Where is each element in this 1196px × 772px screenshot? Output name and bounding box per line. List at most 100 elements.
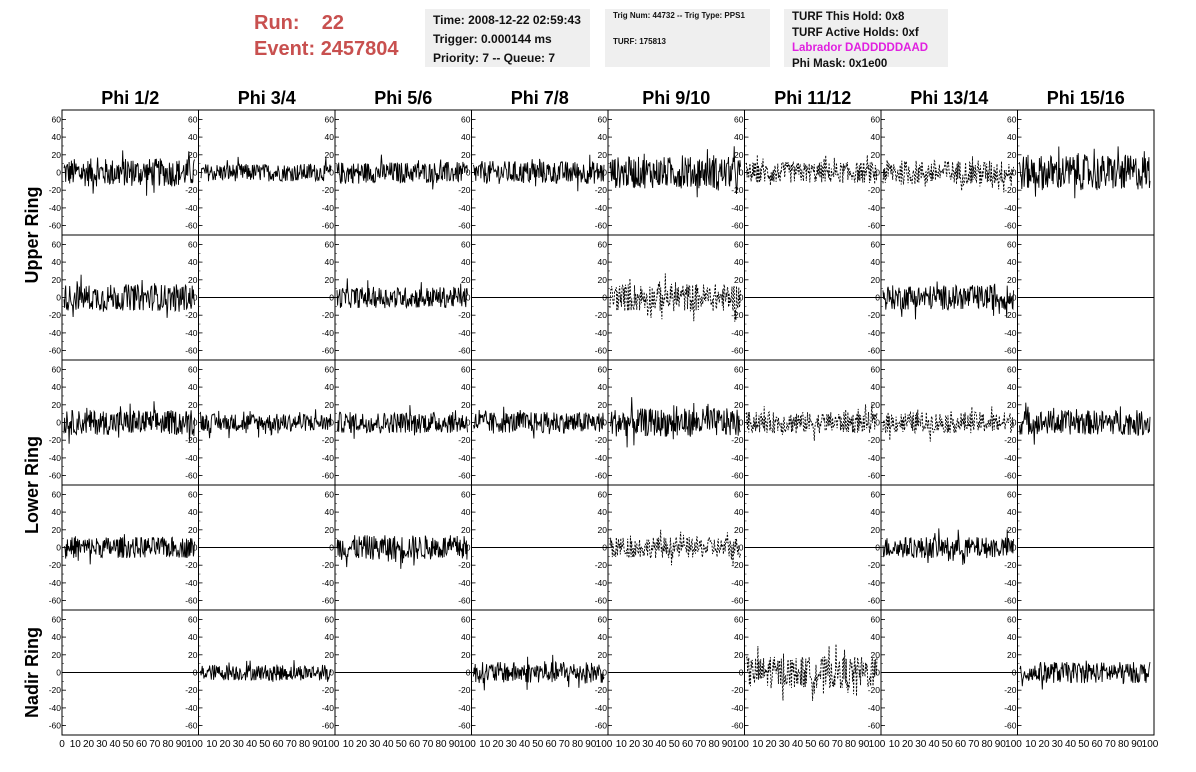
y-tick-label: -20 (868, 685, 881, 695)
y-tick-label: 20 (52, 650, 62, 660)
y-tick-label: 60 (1007, 364, 1017, 374)
column-title: Phi 15/16 (1047, 88, 1125, 108)
waveform-trace (63, 274, 195, 318)
x-tick-label: 50 (259, 739, 271, 750)
x-tick-label: 10 (206, 739, 218, 750)
y-tick-label: 60 (734, 364, 744, 374)
column-title: Phi 9/10 (642, 88, 710, 108)
y-tick-label: 60 (734, 489, 744, 499)
y-tick-label: -20 (595, 185, 608, 195)
waveform-trace (746, 404, 878, 441)
y-tick-label: 60 (188, 489, 198, 499)
x-tick-label: 100 (869, 739, 886, 750)
x-tick-label: 10 (889, 739, 901, 750)
waveform-panel: 60 40 20 0 -20 -40 -60 (49, 109, 199, 236)
x-tick-label: 10 (1025, 739, 1037, 750)
y-tick-label: 0 (56, 293, 61, 303)
waveform-panel: 60 40 20 0 -20 -40 -60 (458, 359, 609, 486)
y-tick-label: -60 (49, 471, 62, 481)
y-tick-label: 0 (56, 418, 61, 428)
y-tick-label: 60 (461, 489, 471, 499)
ring-label: Nadir Ring (22, 627, 42, 718)
y-tick-label: -60 (322, 596, 335, 606)
x-tick-label: 20 (1038, 739, 1050, 750)
x-tick-label: 60 (955, 739, 967, 750)
y-tick-label: 20 (871, 150, 881, 160)
y-tick-label: 20 (461, 150, 471, 160)
y-tick-label: -40 (868, 703, 881, 713)
waveform-panel: 60 40 20 0 -20 -40 -60 (458, 609, 609, 736)
y-tick-label: 40 (325, 632, 335, 642)
y-tick-label: -60 (1004, 346, 1017, 356)
waveform-trace (610, 397, 741, 448)
y-tick-label: -60 (595, 221, 608, 231)
x-tick-label: 30 (642, 739, 654, 750)
y-tick-label: 60 (598, 614, 608, 624)
panel-frame (744, 109, 882, 236)
y-tick-label: 60 (734, 114, 744, 124)
y-tick-label: 60 (871, 489, 881, 499)
y-tick-label: 40 (52, 132, 62, 142)
y-tick-label: 40 (598, 132, 608, 142)
y-tick-label: -60 (1004, 221, 1017, 231)
waveform-panel: 60 40 20 0 -20 -40 -60 (595, 234, 745, 361)
y-tick-label: 0 (466, 543, 471, 553)
y-tick-label: -40 (185, 453, 198, 463)
waveform-panel: 60 40 20 0 -20 -40 -60 (322, 359, 472, 486)
waveform-panel: 60 40 20 0 -20 -40 -60 (185, 484, 336, 611)
x-tick-label: 40 (519, 739, 531, 750)
y-tick-label: -20 (185, 185, 198, 195)
y-tick-label: -40 (185, 203, 198, 213)
waveform-panel: 60 40 20 0 -20 -40 -60 (731, 359, 882, 486)
y-tick-label: -60 (595, 721, 608, 731)
turf-this-hold-text: TURF This Hold: 0x8 (792, 11, 905, 23)
trigger-info-box: Trig Num: 44732 -- Trig Type: PPS1 TURF:… (605, 9, 770, 67)
y-tick-label: -40 (458, 328, 471, 338)
y-tick-label: 40 (461, 632, 471, 642)
y-tick-label: -60 (595, 471, 608, 481)
y-tick-label: 60 (1007, 239, 1017, 249)
y-tick-label: 60 (1007, 114, 1017, 124)
y-tick-label: -60 (322, 471, 335, 481)
y-tick-label: 60 (325, 364, 335, 374)
x-tick-label: 70 (559, 739, 571, 750)
y-tick-label: -60 (458, 221, 471, 231)
y-tick-label: -40 (868, 578, 881, 588)
waveform-panel: 60 40 20 0 -20 -40 -60 (731, 109, 882, 236)
x-tick-label: 20 (492, 739, 504, 750)
y-tick-label: 60 (871, 239, 881, 249)
y-tick-label: 40 (598, 632, 608, 642)
y-tick-label: -40 (458, 578, 471, 588)
y-tick-label: 60 (52, 364, 62, 374)
waveform-panel: 60 40 20 0 -20 -40 -60 (731, 609, 882, 736)
y-tick-label: 40 (325, 507, 335, 517)
x-tick-label: 60 (682, 739, 694, 750)
y-tick-label: 0 (875, 418, 880, 428)
y-tick-label: -40 (49, 703, 62, 713)
y-tick-label: 0 (56, 668, 61, 678)
y-tick-label: 40 (188, 257, 198, 267)
waveform-panel: 60 40 20 0 -20 -40 -60 (868, 109, 1018, 236)
y-tick-label: 20 (734, 150, 744, 160)
y-tick-label: 20 (598, 150, 608, 160)
y-tick-label: -40 (49, 328, 62, 338)
y-tick-label: -40 (1004, 703, 1017, 713)
y-tick-label: -20 (1004, 685, 1017, 695)
waveform-panel: 60 40 20 0 -20 -40 -60 (458, 109, 609, 236)
waveform-panel: 60 40 20 0 -20 -40 -60 (868, 359, 1018, 486)
x-tick-label: 60 (272, 739, 284, 750)
y-tick-label: 40 (1007, 507, 1017, 517)
y-tick-label: 40 (1007, 257, 1017, 267)
y-tick-label: 60 (871, 364, 881, 374)
y-tick-label: 0 (875, 168, 880, 178)
waveform-trace (473, 654, 605, 691)
y-tick-label: -20 (1004, 185, 1017, 195)
y-tick-label: 20 (52, 150, 62, 160)
trigger-text: Trigger: 0.000144 ms (433, 32, 552, 46)
y-tick-label: 20 (734, 400, 744, 410)
y-tick-label: -20 (185, 560, 198, 570)
waveform-panel: 60 40 20 0 -20 -40 -60 (49, 234, 199, 361)
y-tick-label: 40 (325, 382, 335, 392)
y-tick-label: 40 (325, 132, 335, 142)
y-tick-label: 40 (734, 257, 744, 267)
